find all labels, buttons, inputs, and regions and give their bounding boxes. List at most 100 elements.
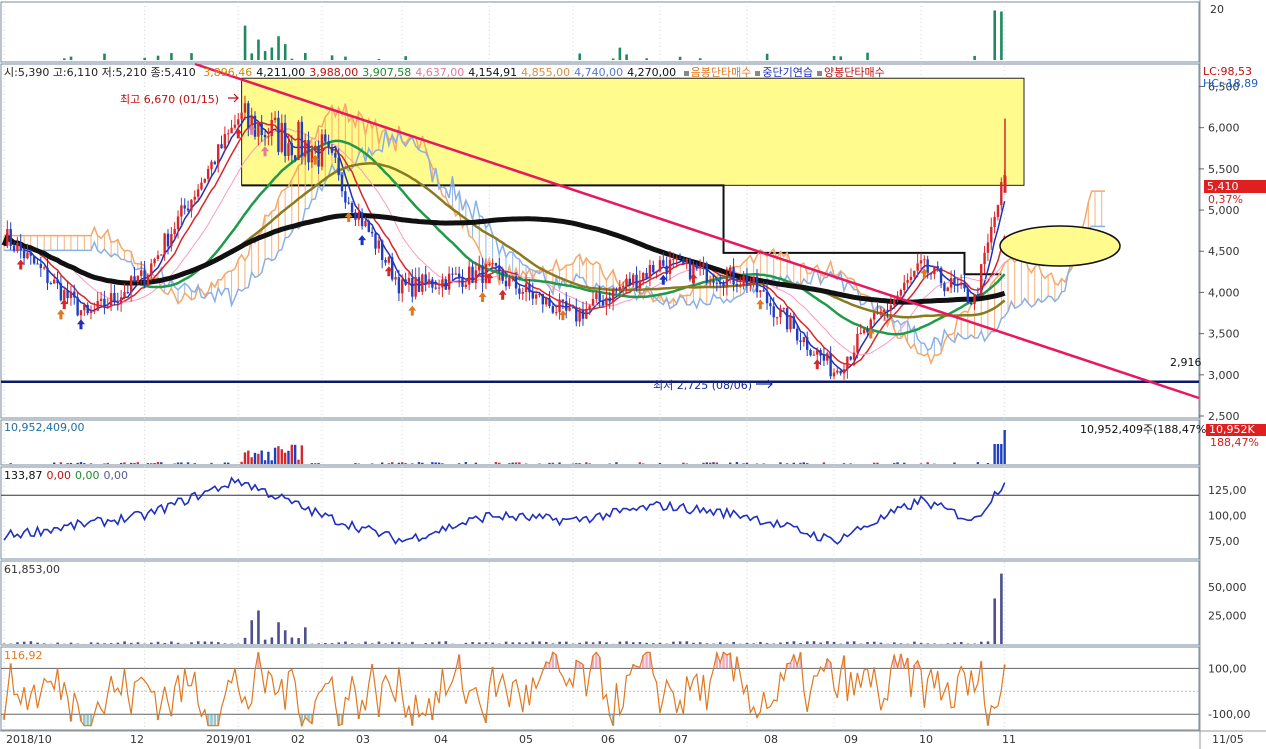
top-volume-tick-label: 20 bbox=[1210, 3, 1224, 16]
bar bbox=[344, 641, 347, 644]
candle-body bbox=[133, 276, 136, 282]
bar bbox=[591, 642, 595, 644]
volume-bar bbox=[678, 56, 682, 60]
volume-bar bbox=[344, 56, 347, 60]
x-tick-label: 09 bbox=[844, 733, 858, 746]
volume-bar bbox=[578, 463, 581, 464]
volume-bar bbox=[437, 462, 441, 464]
candle-body bbox=[196, 189, 200, 197]
candle-body bbox=[451, 273, 454, 275]
volume-bar bbox=[993, 444, 996, 464]
volume-bar bbox=[401, 462, 404, 464]
price-tick-label: 4,500 bbox=[1208, 245, 1240, 258]
candle-body bbox=[86, 304, 89, 314]
volume-bar bbox=[260, 450, 263, 464]
candle-body bbox=[933, 266, 936, 275]
volume-bar bbox=[277, 446, 280, 464]
bar bbox=[779, 642, 782, 644]
volume-bar bbox=[257, 453, 260, 464]
candle-body bbox=[126, 292, 130, 294]
volume-bar bbox=[642, 463, 645, 464]
candle-body bbox=[852, 352, 856, 360]
volume-bar bbox=[702, 462, 705, 464]
candle-body bbox=[484, 264, 488, 284]
volume-bar bbox=[250, 53, 254, 60]
cci-tick-label: 100,00 bbox=[1208, 662, 1247, 675]
candle-body bbox=[789, 316, 792, 330]
legend-label: 양봉단타매수 bbox=[823, 66, 885, 79]
candle-body bbox=[9, 229, 12, 246]
candle-body bbox=[387, 257, 391, 263]
volume-bar bbox=[893, 462, 896, 464]
candle-body bbox=[461, 277, 464, 287]
candle-body bbox=[407, 278, 411, 285]
candle-body bbox=[909, 276, 913, 281]
volume-bar bbox=[588, 463, 591, 464]
ma-value-5: 4,154,91 bbox=[468, 66, 518, 79]
candle-body bbox=[963, 282, 966, 289]
volume-bar bbox=[186, 462, 190, 464]
candle-body bbox=[193, 196, 196, 200]
volume-bar bbox=[986, 463, 990, 464]
signal-legend-item: 양봉단타매수 bbox=[816, 66, 885, 79]
candle-body bbox=[424, 274, 427, 283]
candle-body bbox=[973, 294, 976, 305]
candle-body bbox=[996, 205, 1000, 217]
candle-body bbox=[859, 333, 862, 335]
candle-body bbox=[956, 283, 959, 286]
bar bbox=[123, 641, 126, 644]
candle-body bbox=[889, 305, 893, 311]
candle-body bbox=[233, 124, 237, 128]
candle-body bbox=[334, 152, 337, 158]
candle-body bbox=[980, 264, 983, 296]
volume-bar bbox=[287, 450, 290, 464]
volume-bar bbox=[896, 462, 899, 464]
bar bbox=[685, 641, 689, 644]
bar bbox=[678, 641, 682, 644]
volume-bar bbox=[243, 452, 247, 464]
volume-bar bbox=[310, 463, 314, 464]
bar bbox=[370, 643, 374, 644]
candle-body bbox=[22, 250, 26, 259]
candle-body bbox=[826, 353, 829, 361]
candle-body bbox=[742, 275, 745, 286]
candle-body bbox=[347, 202, 350, 204]
volume-bar bbox=[330, 55, 334, 60]
candle-body bbox=[772, 306, 775, 318]
volume-bar bbox=[548, 462, 551, 464]
candle-body bbox=[595, 293, 598, 299]
volume-bar bbox=[377, 58, 381, 60]
candle-body bbox=[49, 283, 53, 285]
legend-label: 중단기연습 bbox=[762, 66, 813, 79]
candle-body bbox=[966, 288, 970, 303]
candle-body bbox=[437, 287, 441, 289]
volume-bar bbox=[903, 462, 906, 464]
candle-body bbox=[394, 277, 397, 280]
candle-body bbox=[367, 220, 370, 232]
hc-label: HC:-18,89 bbox=[1203, 77, 1259, 90]
bar bbox=[437, 641, 441, 644]
volume-bar bbox=[280, 449, 283, 464]
up-arrow-icon bbox=[478, 292, 487, 303]
candle-body bbox=[919, 260, 923, 264]
bar bbox=[156, 641, 160, 644]
candle-body bbox=[695, 264, 698, 269]
candle-body bbox=[421, 274, 424, 292]
candle-body bbox=[253, 115, 257, 137]
volume-bar bbox=[354, 463, 357, 464]
candle-body bbox=[819, 350, 822, 356]
candle-body bbox=[160, 254, 163, 256]
highlight-ellipse bbox=[999, 225, 1121, 267]
ma-value-1: 4,211,00 bbox=[256, 66, 306, 79]
volume-bar bbox=[293, 444, 297, 464]
volume-bar bbox=[133, 462, 136, 464]
ma-value-6: 4,855,00 bbox=[521, 66, 571, 79]
candle-body bbox=[702, 263, 705, 267]
candle-body bbox=[53, 279, 56, 284]
volume-bar bbox=[63, 58, 66, 60]
volume-bar bbox=[273, 447, 277, 464]
candle-body bbox=[417, 277, 421, 292]
candle-body bbox=[364, 220, 367, 227]
